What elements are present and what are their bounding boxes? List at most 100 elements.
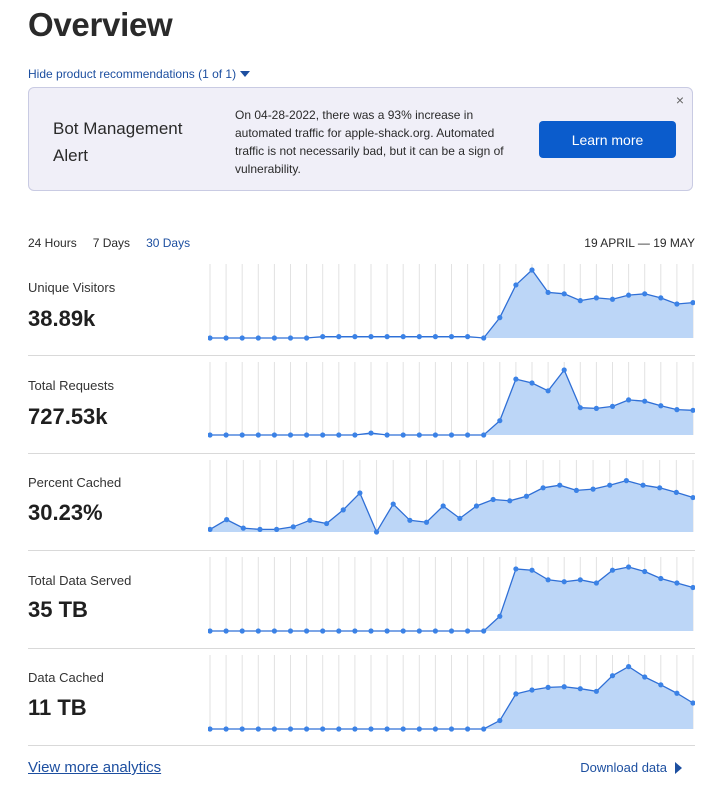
data-point[interactable] [609, 567, 616, 573]
data-point[interactable] [507, 498, 513, 504]
data-point[interactable] [481, 335, 487, 341]
data-point[interactable] [448, 432, 455, 438]
data-point[interactable] [626, 397, 632, 403]
data-point[interactable] [208, 432, 213, 438]
data-point[interactable] [271, 628, 277, 634]
data-point[interactable] [513, 691, 519, 697]
data-point[interactable] [573, 487, 580, 493]
data-point[interactable] [557, 482, 563, 488]
data-point[interactable] [674, 580, 680, 586]
data-point[interactable] [223, 628, 229, 634]
data-point[interactable] [440, 503, 446, 509]
data-point[interactable] [674, 690, 680, 696]
data-point[interactable] [690, 300, 695, 306]
data-point[interactable] [523, 493, 530, 499]
data-point[interactable] [513, 376, 519, 382]
data-point[interactable] [497, 613, 503, 619]
data-point[interactable] [626, 664, 632, 670]
data-point[interactable] [457, 515, 463, 521]
data-point[interactable] [304, 432, 310, 438]
data-point[interactable] [545, 684, 551, 690]
data-point[interactable] [481, 432, 487, 438]
data-point[interactable] [545, 388, 551, 394]
data-point[interactable] [609, 403, 616, 409]
data-point[interactable] [529, 380, 535, 386]
data-point[interactable] [561, 367, 567, 373]
data-point[interactable] [626, 292, 632, 298]
data-point[interactable] [357, 490, 363, 496]
data-point[interactable] [609, 296, 616, 302]
data-point[interactable] [373, 529, 380, 535]
close-icon[interactable]: × [675, 92, 684, 108]
data-point[interactable] [540, 485, 546, 491]
data-point[interactable] [400, 432, 406, 438]
data-point[interactable] [304, 335, 310, 341]
data-point[interactable] [384, 432, 390, 438]
data-point[interactable] [690, 700, 695, 706]
data-point[interactable] [304, 628, 310, 634]
data-point[interactable] [384, 334, 390, 340]
data-point[interactable] [400, 726, 406, 732]
data-point[interactable] [690, 584, 695, 591]
data-point[interactable] [432, 726, 438, 732]
data-point[interactable] [384, 726, 390, 732]
data-point[interactable] [368, 430, 374, 436]
data-point[interactable] [593, 295, 599, 301]
data-point[interactable] [352, 334, 358, 340]
data-point[interactable] [255, 335, 261, 341]
data-point[interactable] [674, 301, 680, 307]
data-point[interactable] [223, 432, 229, 438]
data-point[interactable] [590, 486, 596, 492]
data-point[interactable] [239, 335, 245, 341]
data-point[interactable] [577, 686, 583, 692]
data-point[interactable] [658, 403, 664, 409]
data-point[interactable] [545, 289, 551, 296]
data-point[interactable] [465, 628, 471, 634]
tab-24-hours[interactable]: 24 Hours [28, 236, 77, 250]
data-point[interactable] [320, 628, 326, 634]
tab-7-days[interactable]: 7 Days [92, 236, 131, 250]
data-point[interactable] [368, 726, 374, 732]
data-point[interactable] [497, 418, 503, 424]
data-point[interactable] [240, 525, 246, 531]
data-point[interactable] [304, 726, 310, 732]
data-point[interactable] [432, 628, 438, 634]
data-point[interactable] [208, 526, 213, 532]
data-point[interactable] [336, 628, 342, 634]
data-point[interactable] [609, 673, 616, 679]
data-point[interactable] [271, 432, 277, 438]
tab-30-days[interactable]: 30 Days [146, 236, 191, 250]
data-point[interactable] [352, 628, 358, 634]
data-point[interactable] [577, 298, 583, 304]
data-point[interactable] [690, 494, 695, 501]
data-point[interactable] [255, 726, 261, 732]
data-point[interactable] [465, 726, 471, 732]
data-point[interactable] [287, 432, 294, 438]
data-point[interactable] [658, 575, 664, 582]
data-point[interactable] [658, 682, 664, 688]
data-point[interactable] [320, 726, 326, 732]
data-point[interactable] [626, 564, 632, 570]
data-point[interactable] [400, 628, 406, 634]
data-point[interactable] [390, 501, 396, 507]
data-point[interactable] [513, 282, 519, 288]
learn-more-button[interactable]: Learn more [539, 121, 676, 158]
data-point[interactable] [224, 517, 230, 523]
data-point[interactable] [690, 407, 695, 413]
data-point[interactable] [642, 291, 648, 297]
data-point[interactable] [642, 674, 648, 680]
data-point[interactable] [465, 432, 471, 438]
data-point[interactable] [642, 568, 648, 575]
data-point[interactable] [642, 398, 648, 404]
data-point[interactable] [658, 295, 664, 301]
data-point[interactable] [287, 335, 294, 341]
data-point[interactable] [208, 335, 213, 341]
data-point[interactable] [239, 432, 245, 438]
data-point[interactable] [208, 628, 213, 634]
data-point[interactable] [561, 291, 567, 297]
data-point[interactable] [323, 520, 330, 527]
data-point[interactable] [607, 482, 613, 488]
data-point[interactable] [336, 726, 342, 732]
data-point[interactable] [465, 334, 471, 340]
data-point[interactable] [223, 726, 229, 732]
